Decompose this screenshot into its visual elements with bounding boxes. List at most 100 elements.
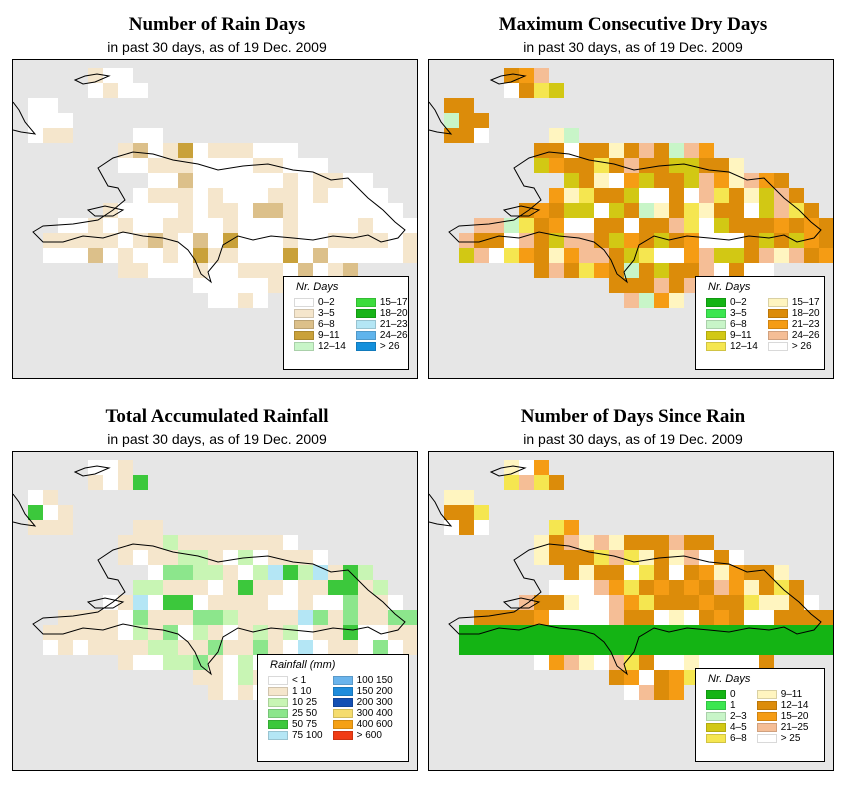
grid-cell (103, 248, 118, 263)
grid-cell (73, 248, 88, 263)
grid-cell (609, 143, 624, 158)
grid-cell (684, 535, 699, 550)
grid-cell (624, 203, 639, 218)
legend-entry: 1 (706, 700, 747, 711)
coastline-cuba (429, 101, 453, 135)
map-frame: Nr. Days 0–2 3–5 6–8 9–11 12–14 15–17 18–20 21–… (12, 59, 418, 379)
grid-cell (699, 203, 714, 218)
grid-cell (459, 233, 474, 248)
grid-cell (459, 128, 474, 143)
grid-cell (684, 173, 699, 188)
grid-cell (759, 595, 774, 610)
grid-cell (403, 218, 417, 233)
grid-cell (729, 610, 744, 625)
grid-cell (609, 565, 624, 580)
legend-swatch (706, 309, 726, 318)
grid-cell (133, 595, 148, 610)
grid-cell (564, 233, 579, 248)
grid-cell (624, 173, 639, 188)
grid-cell (328, 610, 343, 625)
grid-cell (624, 550, 639, 565)
grid-cell (223, 610, 238, 625)
grid-cell (624, 218, 639, 233)
grid-cell (609, 595, 624, 610)
grid-cell (268, 233, 283, 248)
legend-entry: > 600 (332, 730, 393, 741)
grid-cell (744, 625, 759, 640)
grid-cell (819, 625, 833, 640)
grid-cell (328, 595, 343, 610)
hispaniola-map (13, 68, 417, 308)
grid-cell (118, 535, 133, 550)
grid-cell (163, 535, 178, 550)
grid-cell (208, 188, 223, 203)
grid-cell (654, 535, 669, 550)
legend-entry: 3–5 (706, 308, 758, 319)
grid-cell (298, 263, 313, 278)
grid-cell (238, 233, 253, 248)
legend-swatch (706, 331, 726, 340)
grid-cell (579, 640, 594, 655)
grid-cell (624, 143, 639, 158)
grid-cell (283, 203, 298, 218)
grid-cell (579, 655, 594, 670)
legend-label: 18–20 (791, 308, 820, 319)
grid-cell (238, 565, 253, 580)
grid-cell (103, 610, 118, 625)
grid-cell (489, 610, 504, 625)
grid-cell (609, 670, 624, 685)
grid-cell (549, 595, 564, 610)
grid-cell (564, 580, 579, 595)
grid-cell (639, 685, 654, 700)
grid-cell (178, 550, 193, 565)
grid-cell (223, 218, 238, 233)
grid-cell (313, 233, 328, 248)
grid-cell (789, 248, 804, 263)
grid-cell (178, 188, 193, 203)
grid-cell (58, 248, 73, 263)
grid-cell (28, 113, 43, 128)
grid-cell (549, 640, 564, 655)
grid-cell (789, 580, 804, 595)
grid-cell (163, 263, 178, 278)
grid-cell (669, 218, 684, 233)
grid-cell (579, 610, 594, 625)
legend-title: Nr. Days (708, 281, 751, 293)
grid-cell (669, 203, 684, 218)
grid-cell (343, 188, 358, 203)
grid-cell (133, 580, 148, 595)
grid-cell (403, 625, 417, 640)
grid-cell (178, 203, 193, 218)
legend-entry: 300 400 (332, 708, 393, 719)
grid-cell (609, 203, 624, 218)
grid-cell (328, 248, 343, 263)
grid-cell (133, 535, 148, 550)
grid-cell (313, 640, 328, 655)
grid-cell (178, 625, 193, 640)
grid-cell (504, 640, 519, 655)
grid-cell (253, 278, 268, 293)
grid-cell (28, 490, 43, 505)
grid-cell (789, 233, 804, 248)
grid-cell (624, 535, 639, 550)
grid-cell (534, 460, 549, 475)
grid-cell (474, 113, 489, 128)
grid-cell (624, 685, 639, 700)
legend-swatch (706, 690, 726, 699)
coastline-cuba (13, 101, 37, 135)
grid-cell (564, 655, 579, 670)
grid-cell (223, 263, 238, 278)
grid-cell (624, 610, 639, 625)
grid-cell (789, 610, 804, 625)
legend-swatch (756, 690, 777, 699)
legend-label: 21–25 (780, 722, 809, 733)
grid-cell (639, 143, 654, 158)
grid-cell (579, 203, 594, 218)
grid-cell (759, 610, 774, 625)
grid-cell (654, 685, 669, 700)
legend-swatch (332, 687, 353, 696)
grid-cell (208, 670, 223, 685)
grid-cell (549, 625, 564, 640)
grid-cell (148, 640, 163, 655)
grid-cell (624, 233, 639, 248)
